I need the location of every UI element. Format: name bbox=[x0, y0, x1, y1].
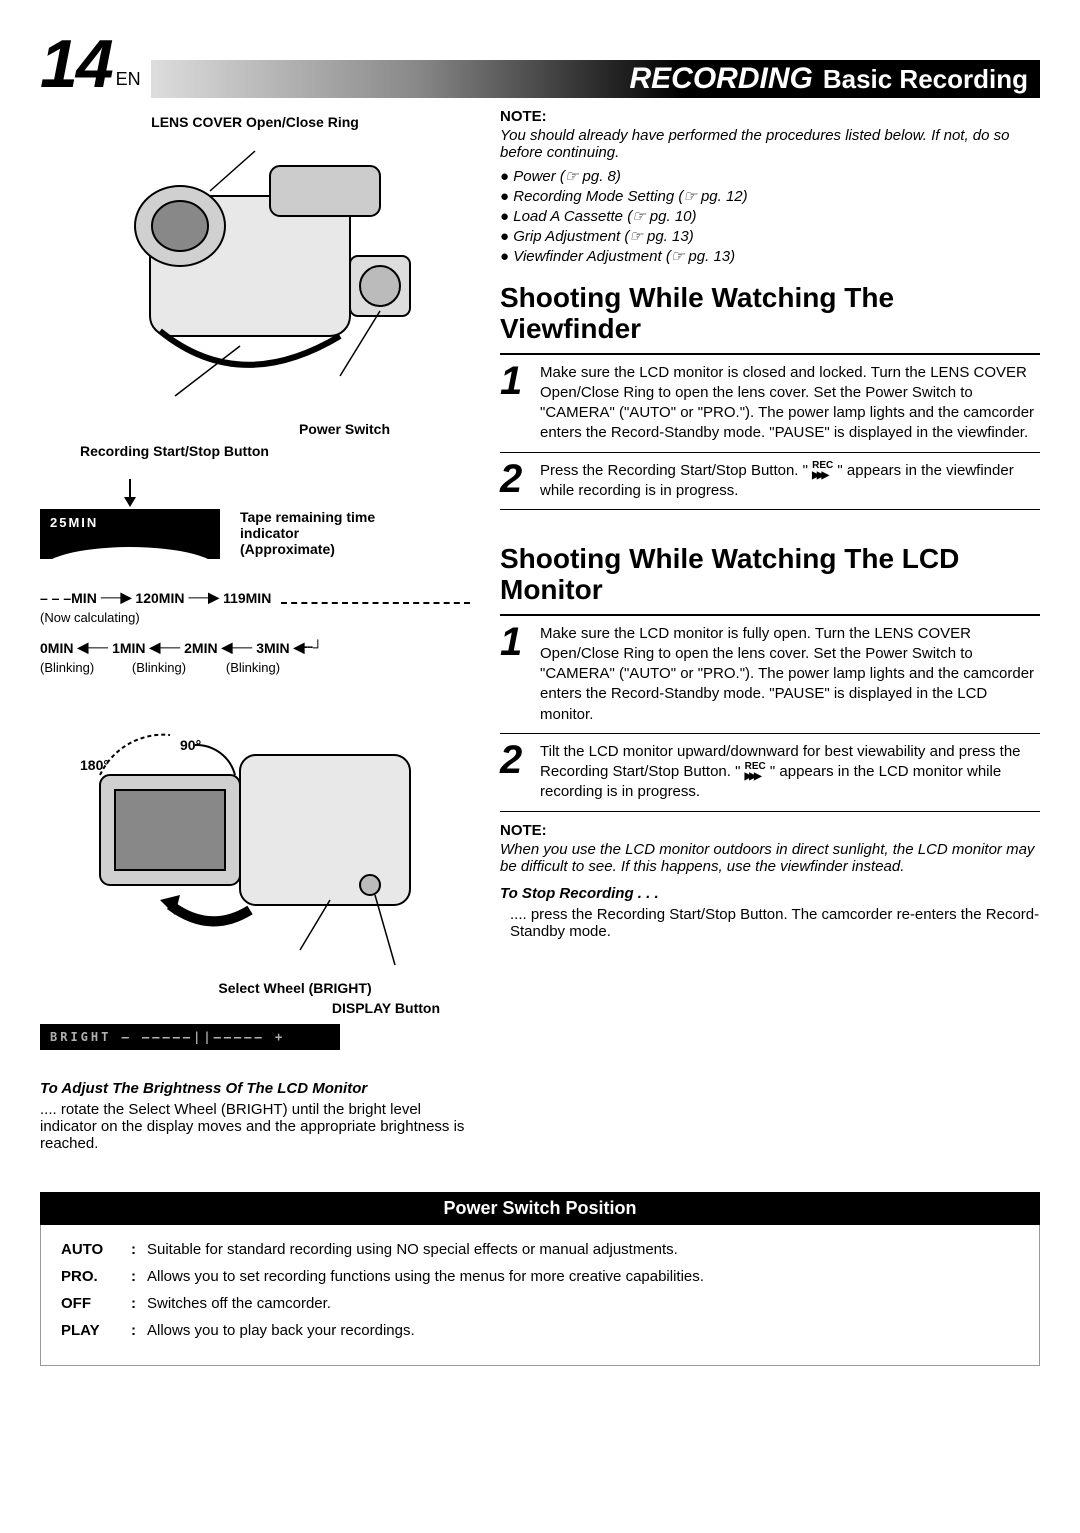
display-button-label: DISPLAY Button bbox=[40, 1000, 440, 1016]
divider bbox=[500, 811, 1040, 812]
section-lcd-title: Shooting While Watching The LCD Monitor bbox=[500, 544, 1040, 606]
divider bbox=[500, 733, 1040, 734]
prerequisite-list: Power (☞ pg. 8) Recording Mode Setting (… bbox=[500, 167, 1040, 265]
power-row-pro: PRO.: Allows you to set recording functi… bbox=[61, 1268, 1019, 1285]
camcorder-top-diagram bbox=[40, 136, 470, 416]
step-number: 1 bbox=[500, 363, 528, 444]
power-row-off: OFF: Switches off the camcorder. bbox=[61, 1295, 1019, 1312]
bright-bar-indicator: BRIGHT – –––––||––––– + bbox=[40, 1024, 340, 1050]
lcd-step-2: 2 Tilt the LCD monitor upward/downward f… bbox=[500, 742, 1040, 803]
note-heading: NOTE: bbox=[500, 108, 1040, 125]
angle-90-label: 90° bbox=[180, 737, 201, 753]
section-title: RECORDING bbox=[629, 62, 812, 96]
rec-icon: REC▶▶▶ bbox=[745, 762, 766, 782]
stop-recording-head: To Stop Recording . . . bbox=[500, 885, 1040, 902]
divider bbox=[500, 353, 1040, 355]
step-number: 2 bbox=[500, 742, 528, 803]
lcd-sunlight-note: When you use the LCD monitor outdoors in… bbox=[500, 841, 1040, 875]
subsection-title: Basic Recording bbox=[823, 64, 1028, 95]
step-number: 1 bbox=[500, 624, 528, 725]
power-switch-title: Power Switch Position bbox=[40, 1192, 1040, 1225]
arrow-left-icon: ◀── bbox=[150, 639, 181, 656]
arrow-left-icon: ◀┄┘ bbox=[294, 639, 323, 656]
arrow-left-icon: ◀── bbox=[77, 639, 108, 656]
step-number: 2 bbox=[500, 461, 528, 502]
power-switch-label: Power Switch bbox=[40, 421, 390, 437]
note-intro: You should already have performed the pr… bbox=[500, 127, 1040, 161]
lcd-step-1: 1 Make sure the LCD monitor is fully ope… bbox=[500, 624, 1040, 725]
select-wheel-label: Select Wheel (BRIGHT) bbox=[120, 980, 470, 996]
lcd-brightness-note: To Adjust The Brightness Of The LCD Moni… bbox=[40, 1080, 470, 1152]
page-header: 14 EN RECORDING Basic Recording bbox=[40, 30, 1040, 98]
power-switch-table: Power Switch Position AUTO: Suitable for… bbox=[40, 1192, 1040, 1366]
viewfinder-step-2: 2 Press the Recording Start/Stop Button.… bbox=[500, 461, 1040, 502]
camcorder-lcd-diagram: 180° 90° bbox=[40, 715, 470, 975]
stop-recording-body: .... press the Recording Start/Stop Butt… bbox=[500, 906, 1040, 940]
rec-icon: REC▶▶▶ bbox=[812, 461, 833, 481]
divider bbox=[500, 614, 1040, 616]
tape-time-box: 25MIN bbox=[40, 509, 220, 559]
arrow-down-icon bbox=[120, 479, 140, 509]
tape-indicator-block: 25MIN Tape remaining time indicator (App… bbox=[40, 479, 470, 559]
lang-code: EN bbox=[116, 69, 141, 90]
viewfinder-step-1: 1 Make sure the LCD monitor is closed an… bbox=[500, 363, 1040, 444]
arrow-right-icon: ──▶ bbox=[188, 589, 219, 606]
lens-cover-label: LENS COVER Open/Close Ring bbox=[40, 114, 470, 130]
power-row-auto: AUTO: Suitable for standard recording us… bbox=[61, 1241, 1019, 1258]
arrow-left-icon: ◀── bbox=[222, 639, 253, 656]
time-remaining-flow: – – –MIN ──▶ 120MIN ──▶ 119MIN (Now calc… bbox=[40, 589, 470, 675]
header-gradient-bar: RECORDING Basic Recording bbox=[151, 60, 1040, 98]
tape-indicator-desc: Tape remaining time indicator (Approxima… bbox=[240, 509, 420, 557]
arrow-right-icon: ──▶ bbox=[101, 589, 132, 606]
angle-180-label: 180° bbox=[80, 757, 109, 773]
section-viewfinder-title: Shooting While Watching The Viewfinder bbox=[500, 283, 1040, 345]
page-number: 14 bbox=[40, 30, 112, 98]
divider bbox=[500, 509, 1040, 510]
tape-time-text: 25MIN bbox=[50, 515, 98, 530]
note-heading: NOTE: bbox=[500, 822, 1040, 839]
divider bbox=[500, 452, 1040, 453]
rec-button-label: Recording Start/Stop Button bbox=[80, 443, 470, 459]
power-row-play: PLAY: Allows you to play back your recor… bbox=[61, 1322, 1019, 1339]
rotate-arrow-icon bbox=[170, 905, 250, 921]
